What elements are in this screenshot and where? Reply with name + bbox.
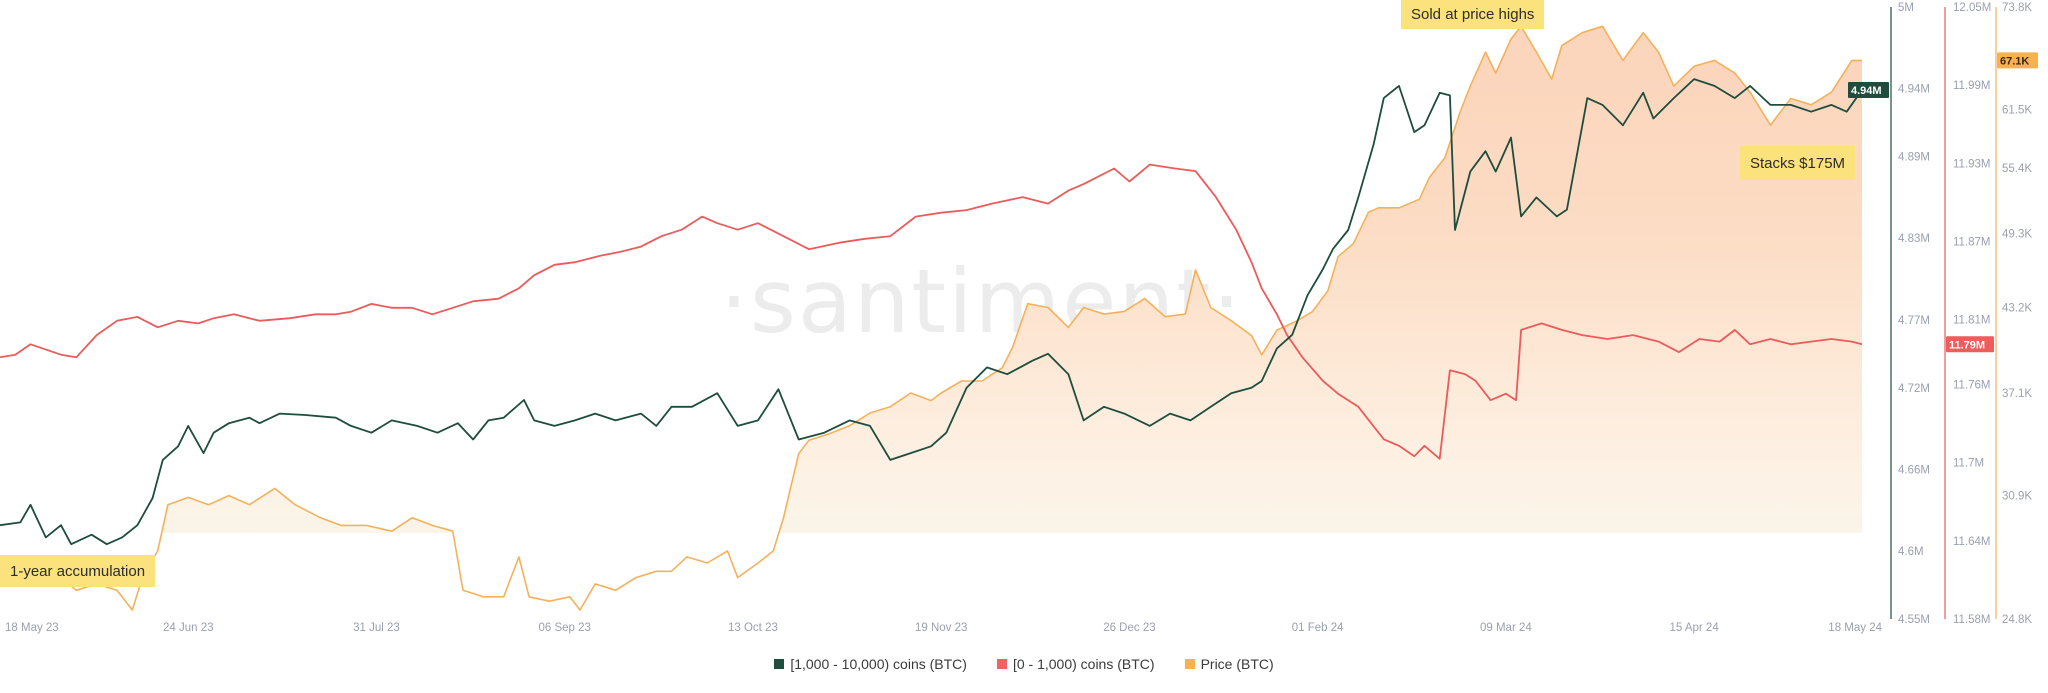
price-axis-tick-label: 73.8K (2002, 2, 2032, 14)
annotation-sold-at-price-highs: Sold at price highs (1401, 0, 1545, 29)
legend-item-small-holders[interactable]: [0 - 1,000) coins (BTC) (996, 656, 1155, 672)
annotation-stacks: Stacks $175M (1740, 146, 1856, 180)
red-current-value-badge (1946, 336, 1994, 353)
x-axis-tick-label: 18 May 24 (1828, 622, 1882, 634)
green-axis-tick-label: 4.77M (1898, 315, 1930, 327)
price-axis-tick-label: 30.9K (2002, 491, 2032, 503)
price-axis-tick-label: 37.1K (2002, 388, 2032, 400)
legend-item-whales[interactable]: [1,000 - 10,000) coins (BTC) (774, 656, 967, 672)
red-axis-tick-label: 11.99M (1953, 80, 1991, 92)
green-current-value-badge (1848, 81, 1889, 98)
green-axis-tick-label: 4.89M (1898, 152, 1930, 164)
price-axis-tick-label: 24.8K (2002, 614, 2032, 626)
legend-swatch-red (996, 659, 1007, 669)
price-area-fill (0, 26, 1862, 533)
legend-label: [0 - 1,000) coins (BTC) (1012, 656, 1155, 672)
price-axis-tick-label: 43.2K (2002, 303, 2032, 315)
x-axis-tick-label: 18 May 23 (5, 622, 59, 634)
red-axis-tick-label: 11.58M (1953, 614, 1991, 626)
legend-swatch-green (774, 659, 785, 669)
legend-label: Price (BTC) (1200, 656, 1274, 672)
green-axis-tick-label: 4.66M (1898, 464, 1930, 476)
green-axis-tick-label: 4.72M (1898, 383, 1930, 395)
legend-label: [1,000 - 10,000) coins (BTC) (790, 656, 967, 672)
x-axis-tick-label: 09 Mar 24 (1480, 622, 1532, 634)
red-axis-tick-label: 12.05M (1953, 2, 1991, 14)
green-current-value-label: 4.94M (1851, 85, 1882, 97)
x-axis-tick-label: 31 Jul 23 (353, 622, 400, 634)
green-axis-tick-label: 5M (1898, 2, 1914, 14)
red-current-value-label: 11.79M (1949, 339, 1985, 351)
x-axis-tick-label: 19 Nov 23 (915, 622, 967, 634)
red-axis-tick-label: 11.87M (1953, 236, 1991, 248)
x-axis-tick-label: 13 Oct 23 (728, 622, 778, 634)
price-current-value-label: 67.1K (2000, 55, 2029, 67)
price-current-value-badge (1997, 52, 2038, 69)
green-axis-tick-label: 4.83M (1898, 233, 1930, 245)
x-axis-tick-label: 24 Jun 23 (163, 622, 214, 634)
red-axis-tick-label: 11.76M (1953, 380, 1991, 392)
green-axis-tick-label: 4.55M (1898, 614, 1930, 626)
x-axis-tick-label: 15 Apr 24 (1669, 622, 1719, 634)
series-line-whales (0, 78, 1863, 546)
series-line-small-holders (0, 163, 1863, 460)
red-axis-tick-label: 11.7M (1953, 458, 1984, 470)
red-axis-tick-label: 11.81M (1953, 315, 1991, 327)
series-line-price (0, 25, 1862, 611)
price-axis-tick-label: 55.4K (2002, 163, 2032, 175)
x-axis-tick-label: 06 Sep 23 (538, 622, 590, 634)
x-axis-tick-label: 01 Feb 24 (1292, 622, 1344, 634)
legend-swatch-orange (1184, 659, 1195, 669)
red-axis-tick-label: 11.64M (1953, 536, 1991, 548)
annotation-1-year-accumulation: 1-year accumulation (0, 555, 156, 587)
green-axis-tick-label: 4.94M (1898, 84, 1930, 96)
legend: [1,000 - 10,000) coins (BTC) [0 - 1,000)… (0, 656, 2048, 672)
price-axis-tick-label: 49.3K (2002, 228, 2032, 240)
price-axis-tick-label: 61.5K (2002, 104, 2032, 116)
green-axis-tick-label: 4.6M (1898, 546, 1924, 558)
legend-item-price[interactable]: Price (BTC) (1184, 656, 1274, 672)
red-axis-tick-label: 11.93M (1953, 158, 1991, 170)
x-axis-tick-label: 26 Dec 23 (1103, 622, 1155, 634)
